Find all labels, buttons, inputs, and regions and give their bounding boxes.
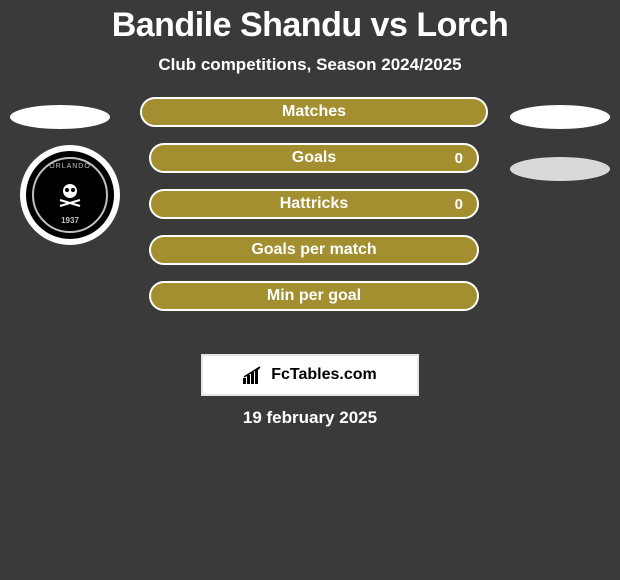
stat-label: Goals per match: [251, 241, 376, 259]
bars-chart-icon: [243, 366, 265, 384]
stat-bar-goals: Goals 0: [149, 143, 479, 173]
stat-label: Matches: [282, 103, 346, 121]
comparison-area: ORLANDO 1937 Matches Goals 0: [0, 105, 620, 385]
stat-value: 0: [455, 196, 463, 213]
left-placeholder-ellipse-1: [10, 105, 110, 129]
stat-label: Min per goal: [267, 287, 361, 305]
team-crest-left: ORLANDO 1937: [20, 145, 120, 245]
right-placeholder-ellipse-1: [510, 105, 610, 129]
right-placeholder-ellipse-2: [510, 157, 610, 181]
stat-bar-goals-per-match: Goals per match: [149, 235, 479, 265]
stat-label: Goals: [292, 149, 336, 167]
source-logo-text: FcTables.com: [271, 366, 377, 384]
crest-bottom-text: 1937: [61, 216, 79, 225]
stat-bar-hattricks: Hattricks 0: [149, 189, 479, 219]
footer-date: 19 february 2025: [0, 408, 620, 428]
stat-value: 0: [455, 150, 463, 167]
stat-bar-matches: Matches: [140, 97, 488, 127]
stat-bar-min-per-goal: Min per goal: [149, 281, 479, 311]
source-logo: FcTables.com: [201, 354, 419, 396]
stat-bars-container: Matches Goals 0 Hattricks 0 Goals per ma…: [140, 97, 480, 327]
crest-top-text: ORLANDO: [49, 163, 91, 170]
page-title: Bandile Shandu vs Lorch: [0, 0, 620, 45]
crest-inner-ring: ORLANDO 1937: [32, 157, 108, 233]
page-subtitle: Club competitions, Season 2024/2025: [0, 55, 620, 75]
stat-label: Hattricks: [280, 195, 348, 213]
skull-crossbones-icon: [55, 180, 85, 210]
